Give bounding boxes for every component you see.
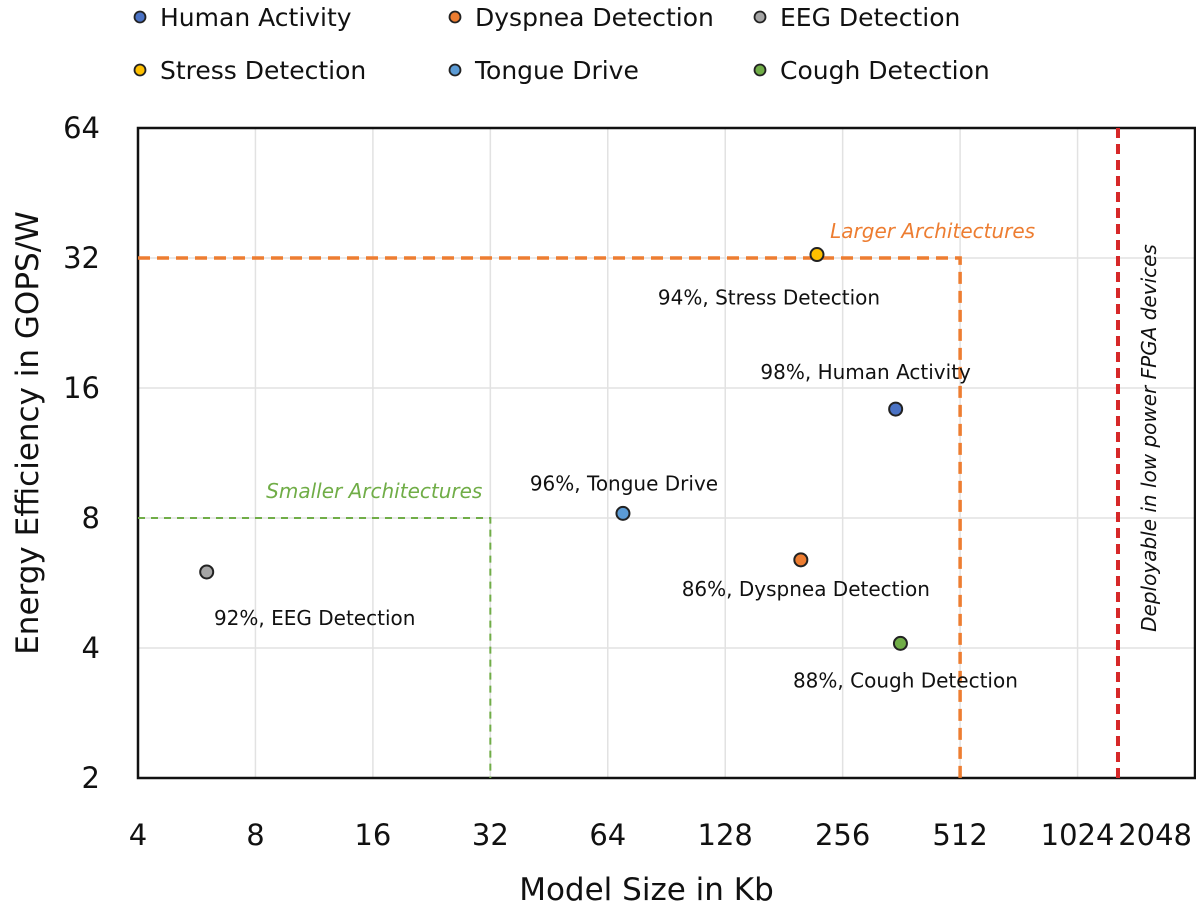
grid — [138, 128, 1195, 778]
x-tick-label-64: 64 — [589, 818, 626, 852]
eeg-detection-point — [199, 564, 215, 580]
legend-human-activity-marker — [133, 10, 147, 24]
legend: Human Activity Dyspnea Detection EEG Detec… — [133, 3, 990, 85]
tongue-drive-point — [615, 505, 631, 521]
x-tick-label-16: 16 — [354, 818, 391, 852]
legend-eeg-detection-marker — [753, 10, 767, 24]
larger-architectures-label: Larger Architectures — [830, 219, 1035, 243]
regions: Smaller Architectures Larger Architecture… — [138, 219, 1035, 778]
x-axis-title: Model Size in Kb — [519, 872, 774, 908]
smaller-architectures-label: Smaller Architectures — [266, 479, 482, 503]
y-tick-label-32: 32 — [63, 241, 100, 275]
legend-dyspnea-detection-marker — [448, 10, 462, 24]
y-tick-label-8: 8 — [82, 501, 100, 535]
y-axis-title: Energy Efficiency in GOPS/W — [10, 211, 46, 655]
legend-tongue-drive-label: Tongue Drive — [474, 56, 639, 85]
human-activity-point-label: 98%, Human Activity — [760, 360, 971, 384]
dyspnea-detection-point-label: 86%, Dyspnea Detection — [682, 577, 930, 601]
stress-detection-point-label: 94%, Stress Detection — [658, 286, 880, 310]
legend-cough-detection-marker — [753, 63, 767, 77]
x-tick-label-4: 4 — [129, 818, 147, 852]
y-axis-ticks: 2 4 8 16 32 64 — [63, 111, 100, 795]
legend-human-activity-label: Human Activity — [160, 3, 352, 32]
dyspnea-detection-point — [793, 552, 809, 568]
legend-eeg-detection-label: EEG Detection — [780, 3, 960, 32]
x-tick-label-2048: 2048 — [1118, 818, 1192, 852]
legend-tongue-drive-marker — [448, 63, 462, 77]
x-tick-label-256: 256 — [815, 818, 870, 852]
legend-dyspnea-detection-label: Dyspnea Detection — [475, 3, 714, 32]
smaller-architectures-boundary — [138, 517, 492, 778]
human-activity-point — [888, 401, 904, 417]
cough-detection-point-label: 88%, Cough Detection — [793, 668, 1018, 692]
y-tick-label-2: 2 — [82, 761, 100, 795]
fpga-limit-label: Deployable in low power FPGA devices — [1137, 244, 1161, 632]
stress-detection-point — [809, 247, 825, 263]
y-tick-label-64: 64 — [63, 111, 100, 145]
plot-frame — [136, 126, 1196, 780]
x-tick-label-128: 128 — [698, 818, 753, 852]
points: 98%, Human Activity 86%, Dyspnea Detectio… — [199, 247, 1018, 692]
cough-detection-point — [892, 635, 908, 651]
x-tick-label-1024: 1024 — [1041, 818, 1115, 852]
x-axis-ticks: 4 8 16 32 64 128 256 512 1024 2048 — [129, 818, 1192, 852]
larger-architectures-boundary — [138, 256, 962, 778]
x-tick-label-512: 512 — [932, 818, 987, 852]
y-tick-label-4: 4 — [82, 631, 100, 665]
tongue-drive-point-label: 96%, Tongue Drive — [530, 471, 718, 495]
eeg-detection-point-label: 92%, EEG Detection — [214, 606, 415, 630]
y-tick-label-16: 16 — [63, 371, 100, 405]
x-tick-label-8: 8 — [246, 818, 264, 852]
legend-cough-detection-label: Cough Detection — [780, 56, 990, 85]
legend-stress-detection-label: Stress Detection — [160, 56, 366, 85]
fpga-limit: Deployable in low power FPGA devices — [1115, 128, 1161, 778]
x-tick-label-32: 32 — [472, 818, 509, 852]
legend-stress-detection-marker — [133, 63, 147, 77]
